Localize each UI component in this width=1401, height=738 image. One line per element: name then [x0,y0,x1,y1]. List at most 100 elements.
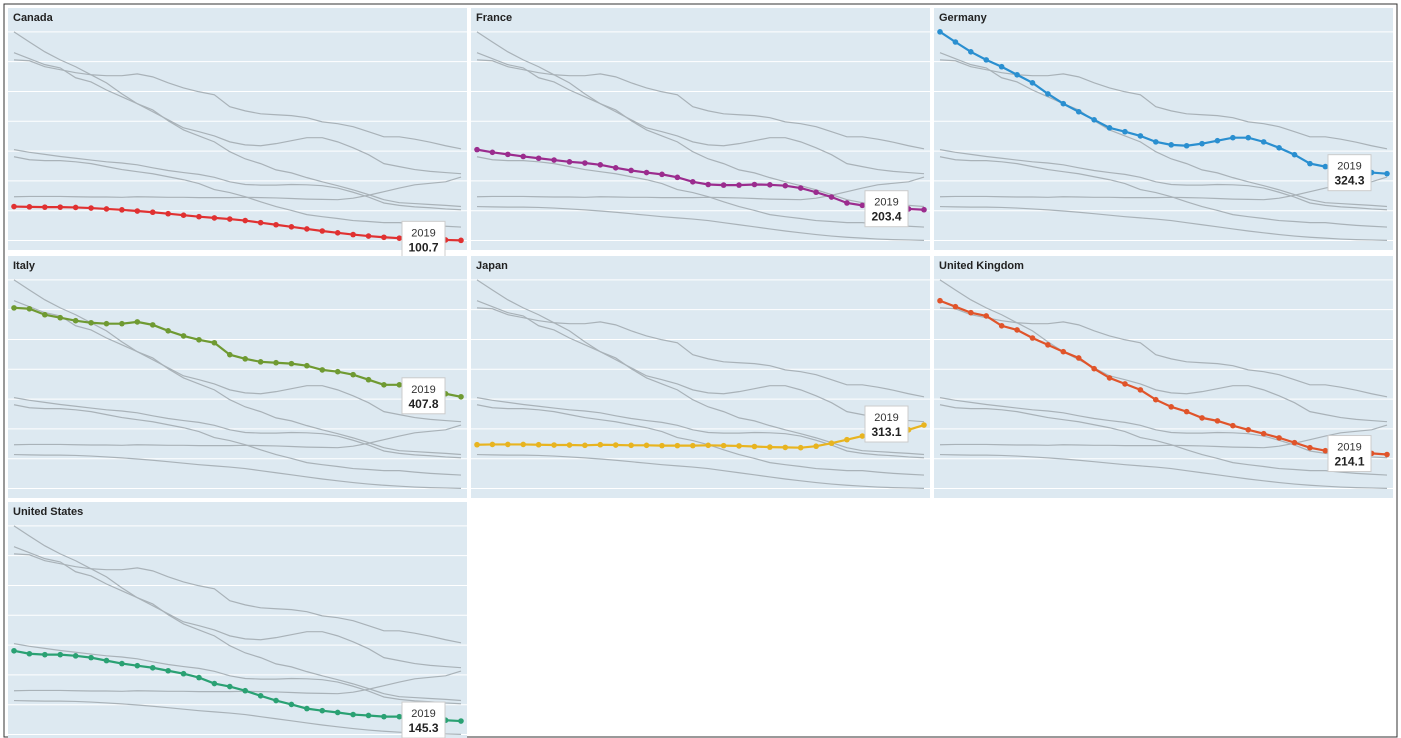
point [1322,447,1329,454]
point [643,169,650,176]
point [226,351,233,358]
label-year: 2019 [411,227,435,239]
point [42,651,48,658]
point [828,194,835,200]
context-line [939,149,1388,211]
context-line [939,453,1388,489]
point [1183,142,1190,149]
point [828,440,835,447]
point [242,217,249,224]
point [288,224,295,230]
point [952,39,959,45]
point [57,204,64,210]
point [612,442,619,448]
panel-title: Japan [476,260,508,272]
point [196,336,202,343]
label-value: 203.4 [871,210,901,224]
point [1291,151,1298,158]
context-line [13,156,462,228]
context-line [939,205,1388,241]
point [1214,418,1221,424]
point [1029,335,1036,341]
point [1122,381,1128,387]
point [226,683,233,690]
panel-title: Italy [13,260,36,272]
point [797,444,804,451]
context-line [939,279,1388,423]
point [736,443,742,449]
point [134,208,141,214]
context-line [13,149,462,211]
context-line [13,424,462,449]
panel-title: Germany [939,12,988,24]
context-line [13,52,462,208]
point [72,204,79,211]
point [1199,140,1205,147]
point [196,213,202,220]
point [505,151,511,158]
point [103,320,110,327]
point [180,333,187,339]
point [937,297,943,304]
point [273,359,279,366]
context-line [13,300,462,456]
label-value: 214.1 [1334,455,1364,469]
point [782,444,789,451]
context-line [939,52,1388,208]
point [520,153,527,160]
context-line [13,59,462,150]
point [381,713,387,720]
point [736,182,742,188]
point [659,171,665,178]
point [1060,348,1067,355]
point [859,202,866,209]
panel-title: United States [13,506,83,518]
point [458,393,464,400]
point [797,185,804,191]
point [998,63,1005,70]
label-year: 2019 [1337,442,1361,454]
point [1029,80,1036,86]
point [42,311,48,318]
context-line [476,156,925,228]
panel-title: France [476,12,512,24]
point [11,305,17,311]
point [119,660,125,667]
point [505,441,511,448]
point [844,200,850,206]
point [1245,427,1252,433]
point [288,360,295,367]
label-value: 313.1 [871,425,901,439]
point [1091,365,1097,372]
label-year: 2019 [874,412,898,424]
point [1276,145,1282,151]
point [1045,91,1051,97]
point [381,381,387,388]
label-box [401,701,446,738]
point [1291,439,1298,446]
point [165,210,171,217]
point [844,436,850,443]
label-year: 2019 [411,708,435,720]
point [381,234,387,241]
point [535,155,542,162]
point [103,657,110,664]
point [211,680,218,687]
context-line [476,31,925,175]
point [365,376,372,383]
point [288,701,295,708]
context-line [476,205,925,241]
point [365,712,372,719]
point [26,204,33,210]
point [149,664,156,671]
context-line [13,699,462,735]
point [520,441,527,448]
panel-bg [8,256,467,498]
point [983,57,990,63]
point [689,442,696,449]
context-line [476,453,925,489]
point [396,235,403,241]
context-line [13,553,462,644]
point [643,442,650,449]
